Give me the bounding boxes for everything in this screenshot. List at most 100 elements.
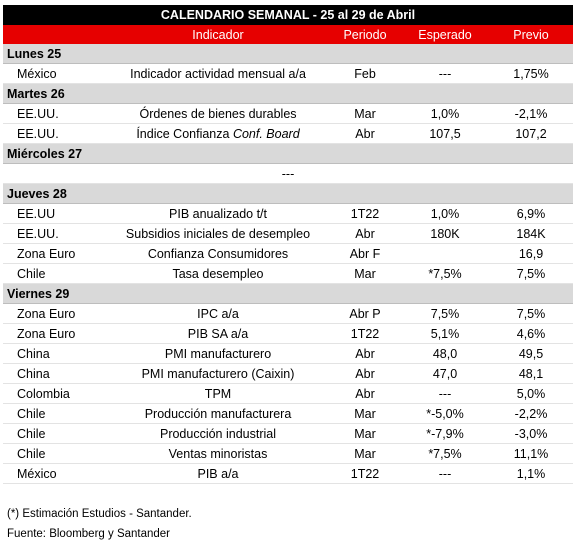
day-label: Viernes 29 — [7, 287, 70, 301]
period: Abr F — [349, 247, 381, 261]
indicator-text: Producción industrial — [159, 427, 277, 441]
expected: 1,0% — [430, 207, 460, 221]
indicator: PMI manufacturero — [165, 344, 271, 364]
expected: 5,1% — [430, 327, 460, 341]
indicator-text: PIB anualizado t/t — [169, 207, 267, 221]
country: China — [17, 347, 50, 361]
country: EE.UU. — [17, 127, 59, 141]
expected: 48,0 — [432, 347, 458, 361]
period: Mar — [354, 427, 376, 441]
indicator: Producción manufacturera — [145, 404, 292, 424]
period: Mar — [354, 407, 376, 421]
table-row: Chile Ventas minoristas Mar *7,5% 11,1% — [3, 444, 573, 464]
expected: *7,5% — [428, 267, 462, 281]
indicator: Tasa desempleo — [172, 264, 263, 284]
table-row: México Indicador actividad mensual a/a Feb… — [3, 64, 573, 84]
period: Mar — [354, 107, 376, 121]
table-row: --- — [3, 164, 573, 184]
header-cell: Periodo — [343, 28, 387, 42]
period: Abr — [355, 347, 375, 361]
indicator: TPM — [205, 384, 231, 404]
title-bar: CALENDARIO SEMANAL - 25 al 29 de Abril — [3, 5, 573, 25]
previous: 16,9 — [518, 247, 544, 261]
indicator-text: Producción manufacturera — [144, 407, 292, 421]
country: México — [17, 467, 57, 481]
table-row: México PIB a/a 1T22 --- 1,1% — [3, 464, 573, 484]
section-row: Miércoles 27 — [3, 144, 573, 164]
section-row: Lunes 25 — [3, 44, 573, 64]
expected: *-7,9% — [426, 427, 464, 441]
country: México — [17, 67, 57, 81]
indicator-text: Ventas minoristas — [168, 447, 268, 461]
indicator-text: TPM — [204, 387, 232, 401]
section-row: Jueves 28 — [3, 184, 573, 204]
table-row: Colombia TPM Abr --- 5,0% — [3, 384, 573, 404]
previous: 7,5% — [516, 267, 546, 281]
table-row: Zona Euro Confianza Consumidores Abr F 16,9 — [3, 244, 573, 264]
indicator: PMI manufacturero (Caixin) — [142, 364, 295, 384]
period: Abr P — [349, 307, 381, 321]
period: Abr — [355, 367, 375, 381]
expected: 7,5% — [430, 307, 460, 321]
header-cell: Previo — [513, 28, 549, 42]
indicator: Ventas minoristas — [169, 444, 268, 464]
indicator-text: PIB SA a/a — [187, 327, 249, 341]
period: Feb — [354, 67, 376, 81]
table-row: EE.UU. Subsidios iniciales de desempleo Ab… — [3, 224, 573, 244]
section-row: Viernes 29 — [3, 284, 573, 304]
previous: 1,75% — [513, 67, 549, 81]
indicator-text: Tasa desempleo — [172, 267, 264, 281]
country: EE.UU — [17, 207, 56, 221]
indicator: IPC a/a — [197, 304, 239, 324]
period: Mar — [354, 267, 376, 281]
indicator-text: Índice Confianza — [136, 127, 230, 141]
table-row: Chile Tasa desempleo Mar *7,5% 7,5% — [3, 264, 573, 284]
indicator-text: Subsidios iniciales de desempleo — [125, 227, 311, 241]
previous: 107,2 — [515, 127, 547, 141]
indicator: Producción industrial — [160, 424, 276, 444]
table-row: China PMI manufacturero (Caixin) Abr 47,0 48… — [3, 364, 573, 384]
indicator: Índice Confianza Conf. Board — [136, 124, 299, 144]
indicator-text: Indicador actividad mensual a/a — [130, 67, 306, 81]
header-cell: Esperado — [418, 28, 472, 42]
previous: 11,1% — [513, 447, 549, 461]
country: Chile — [17, 447, 46, 461]
previous: -2,2% — [514, 407, 548, 421]
period: Abr — [355, 227, 375, 241]
table-row: Chile Producción industrial Mar *-7,9% -3,0% — [3, 424, 573, 444]
indicator: PIB anualizado t/t — [169, 204, 267, 224]
country: Colombia — [17, 387, 70, 401]
previous: 1,1% — [516, 467, 546, 481]
indicator-text: PMI manufacturero (Caixin) — [141, 367, 295, 381]
country: Chile — [17, 267, 46, 281]
period: 1T22 — [350, 327, 380, 341]
table-row: EE.UU. Órdenes de bienes durables Mar 1,0% -… — [3, 104, 573, 124]
note: --- — [281, 167, 295, 181]
day-label: Miércoles 27 — [7, 147, 83, 161]
table-row: Zona Euro IPC a/a Abr P 7,5% 7,5% — [3, 304, 573, 324]
expected: 1,0% — [430, 107, 460, 121]
indicator: Órdenes de bienes durables — [139, 104, 296, 124]
day-label: Martes 26 — [7, 87, 65, 101]
indicator-text: PIB a/a — [197, 467, 239, 481]
day-label: Jueves 28 — [7, 187, 67, 201]
indicator: Confianza Consumidores — [148, 244, 288, 264]
country: EE.UU. — [17, 227, 59, 241]
period: Mar — [354, 447, 376, 461]
table-row: Zona Euro PIB SA a/a 1T22 5,1% 4,6% — [3, 324, 573, 344]
period: 1T22 — [350, 467, 380, 481]
footnote: (*) Estimación Estudios - Santander. — [7, 508, 192, 520]
period: Abr — [355, 127, 375, 141]
expected: --- — [438, 467, 452, 481]
header-row: Indicador Periodo Esperado Previo — [3, 25, 573, 45]
footnote: Fuente: Bloomberg y Santander — [7, 528, 171, 540]
title: CALENDARIO SEMANAL - 25 al 29 de Abril — [160, 8, 416, 22]
indicator-text: PMI manufacturero — [164, 347, 272, 361]
country: Zona Euro — [17, 327, 76, 341]
previous: 49,5 — [518, 347, 544, 361]
indicator-emphasis: Conf. Board — [232, 127, 300, 141]
previous: -3,0% — [514, 427, 548, 441]
previous: 4,6% — [516, 327, 546, 341]
previous: 6,9% — [516, 207, 546, 221]
